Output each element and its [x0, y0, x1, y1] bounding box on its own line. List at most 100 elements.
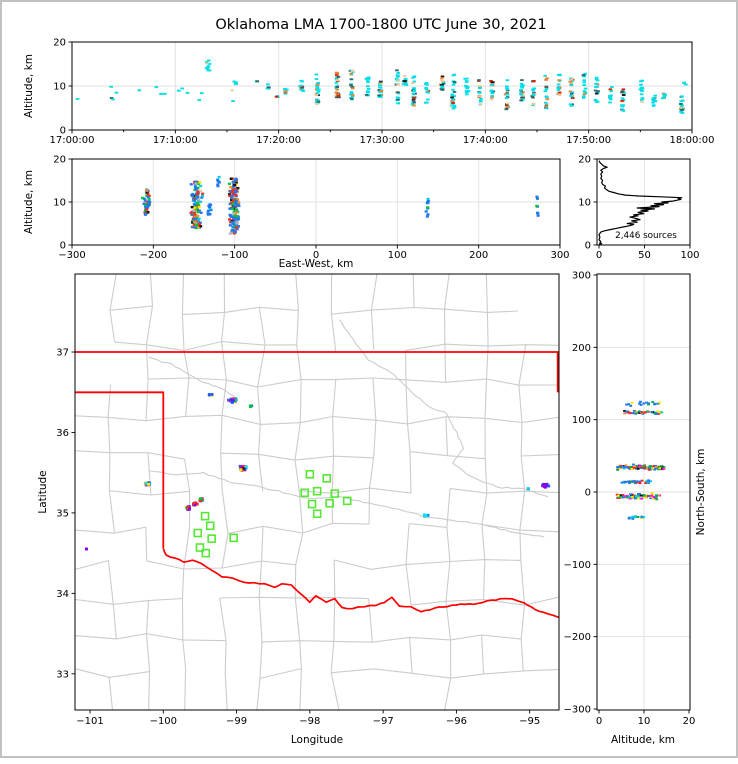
scatter-point: [582, 90, 587, 93]
scatter-point: [229, 186, 233, 189]
scatter-point: [315, 86, 320, 89]
tick-label: 17:30:00: [360, 135, 405, 146]
scatter-point: [424, 87, 428, 89]
scatter-point: [440, 77, 444, 79]
scatter-point: [582, 93, 587, 95]
scatter-point: [230, 221, 234, 224]
scatter-point: [193, 194, 197, 197]
scatter-point: [349, 91, 354, 94]
scatter-point: [196, 190, 200, 194]
scatter-point: [651, 401, 655, 404]
scatter-point: [350, 70, 355, 72]
scatter-point: [640, 411, 644, 414]
scatter-point: [630, 480, 633, 483]
scatter-point: [644, 482, 647, 485]
scatter-point: [535, 195, 539, 198]
scatter-point: [194, 182, 198, 185]
scatter-point: [505, 96, 510, 99]
scatter-point: [234, 190, 238, 194]
scatter-point: [654, 412, 657, 415]
scatter-point: [627, 480, 631, 483]
tick-label: 10: [578, 198, 591, 209]
scatter-point: [137, 89, 142, 92]
scatter-point: [629, 494, 633, 497]
scatter-point: [146, 196, 150, 199]
scatter-point: [640, 98, 644, 101]
scatter-point: [505, 88, 510, 91]
scatter-point: [216, 183, 220, 186]
scatter-point: [619, 494, 622, 497]
scatter-point: [379, 90, 384, 92]
scatter-point: [159, 93, 163, 95]
scatter-point: [581, 96, 586, 99]
tick-label: −100: [564, 560, 591, 571]
scatter-point: [607, 95, 612, 97]
scatter-point: [233, 229, 237, 232]
map-xlabel: Longitude: [291, 734, 343, 746]
scatter-point: [616, 494, 620, 497]
scatter-point: [232, 180, 236, 184]
scatter-point: [519, 93, 524, 96]
scatter-point: [425, 91, 430, 93]
scatter-point: [593, 98, 598, 101]
scatter-point: [109, 97, 114, 99]
scatter-point: [230, 400, 234, 404]
scatter-point: [650, 494, 653, 497]
scatter-point: [194, 217, 198, 220]
scatter-point: [647, 402, 651, 405]
scatter-point: [633, 497, 637, 500]
county-line: [109, 305, 518, 316]
scatter-point: [205, 62, 209, 65]
scatter-point: [655, 466, 659, 469]
scatter-point: [193, 503, 197, 507]
scatter-point: [594, 76, 599, 79]
scatter-point: [410, 103, 415, 106]
scatter-point: [227, 182, 231, 186]
scatter-point: [412, 87, 416, 90]
scatter-point: [204, 61, 209, 63]
scatter-point: [622, 465, 626, 468]
scatter-point: [231, 225, 235, 229]
scatter-point: [650, 495, 654, 498]
scatter-point: [440, 88, 445, 91]
scatter-point: [199, 184, 203, 188]
scatter-point: [396, 97, 401, 99]
scatter-point: [200, 196, 204, 199]
scatter-point: [233, 187, 237, 191]
scatter-point: [651, 104, 656, 107]
scatter-point: [299, 86, 304, 89]
station-marker: [330, 489, 340, 498]
ew-height-xlabel: East-West, km: [279, 258, 354, 270]
scatter-point: [315, 85, 319, 88]
scatter-point: [526, 487, 530, 491]
scatter-point: [491, 81, 495, 84]
scatter-point: [679, 103, 683, 105]
station-marker: [307, 499, 317, 509]
scatter-point: [544, 107, 549, 110]
scatter-point: [146, 206, 150, 209]
scatter-point: [349, 72, 353, 75]
scatter-point: [314, 73, 319, 76]
scatter-point: [314, 101, 319, 104]
scatter-point: [284, 91, 288, 93]
state-border: [75, 391, 165, 549]
tick-label: 20: [53, 155, 66, 166]
scatter-point: [625, 494, 629, 497]
scatter-point: [532, 91, 536, 94]
scatter-point: [631, 517, 635, 520]
tick-label: 0: [596, 250, 602, 261]
scatter-point: [628, 496, 632, 499]
scatter-point: [193, 213, 197, 216]
scatter-point: [629, 493, 632, 496]
scatter-point: [177, 89, 181, 92]
scatter-point: [75, 98, 80, 100]
scatter-point: [336, 95, 340, 98]
scatter-point: [625, 403, 629, 406]
scatter-point: [208, 213, 212, 216]
scatter-point: [196, 192, 200, 196]
scatter-point: [557, 92, 562, 95]
scatter-point: [196, 219, 200, 222]
scatter-point: [465, 87, 470, 90]
scatter-point: [568, 80, 573, 83]
scatter-point: [519, 89, 523, 91]
